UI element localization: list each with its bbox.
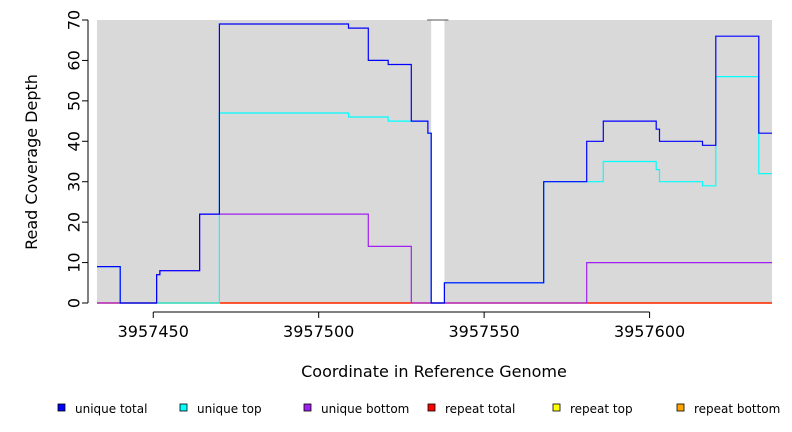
x-tick-label: 3957550 xyxy=(448,322,519,341)
series-layer xyxy=(97,23,772,304)
legend-label: unique top xyxy=(197,402,262,416)
legend-label: unique total xyxy=(75,402,147,416)
legend-label: repeat top xyxy=(570,402,633,416)
legend-swatch xyxy=(552,403,561,412)
y-tick-label: 50 xyxy=(65,91,84,111)
x-tick-label: 3957450 xyxy=(118,322,189,341)
y-tick-label: 0 xyxy=(65,298,84,308)
legend: unique total unique top unique bottom repea… xyxy=(57,402,780,416)
legend-label: repeat total xyxy=(445,402,515,416)
legend-label: unique bottom xyxy=(321,402,409,416)
axes-layer: 0 10 20 30 40 50 60 70 3957450 3957500 3957550 3957… xyxy=(65,10,686,341)
plot-panel-left xyxy=(97,20,432,303)
y-axis-title: Read Coverage Depth xyxy=(22,74,41,250)
x-tick-label: 3957600 xyxy=(614,322,685,341)
y-tick-label: 10 xyxy=(65,252,84,272)
series-unique-total xyxy=(97,23,772,304)
legend-swatch xyxy=(303,403,312,412)
legend-label: repeat bottom xyxy=(694,402,780,416)
plot-background xyxy=(97,19,772,303)
x-tick-label: 3957500 xyxy=(283,322,354,341)
y-tick-label: 20 xyxy=(65,212,84,232)
y-tick-label: 40 xyxy=(65,131,84,151)
y-tick-label: 60 xyxy=(65,50,84,70)
y-tick-label: 30 xyxy=(65,172,84,192)
y-tick-label: 70 xyxy=(65,10,84,30)
legend-swatch xyxy=(427,403,436,412)
legend-swatch xyxy=(179,403,188,412)
legend-swatch xyxy=(57,403,66,412)
legend-swatch xyxy=(676,403,685,412)
x-axis-title: Coordinate in Reference Genome xyxy=(301,362,567,381)
